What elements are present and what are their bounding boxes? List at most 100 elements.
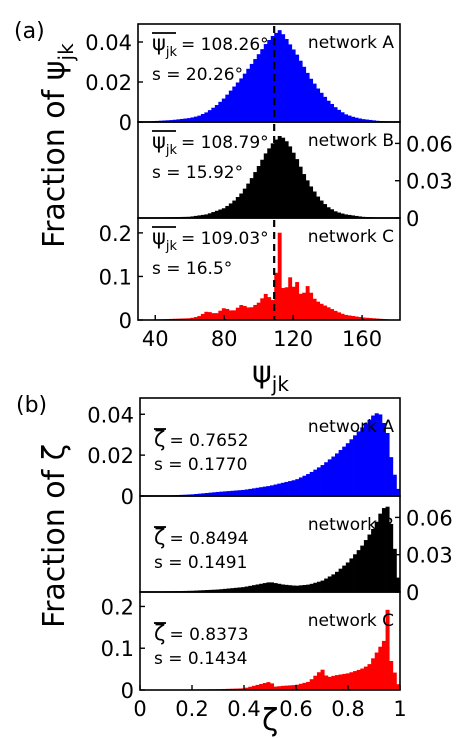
histogram-bar [324, 578, 329, 592]
histogram-bar [251, 488, 256, 496]
histogram-bar [221, 208, 226, 218]
histogram-bar [335, 571, 340, 592]
histogram-bar [345, 443, 350, 496]
histogram-bar [345, 562, 350, 592]
histogram-bar [232, 310, 237, 320]
histogram-bar [253, 59, 258, 122]
y-tick-label: 0 [121, 679, 134, 703]
histogram-bar [228, 90, 233, 122]
histogram-bar [239, 193, 244, 218]
histogram-bar [244, 586, 249, 592]
histogram-bar [241, 688, 246, 690]
histogram-bar [270, 300, 275, 320]
histogram-bar [349, 672, 354, 690]
histogram-bar [288, 585, 293, 592]
sd-stat-text: s = 15.92° [152, 163, 243, 183]
histogram-bar [204, 112, 209, 122]
histogram-bar [183, 118, 188, 122]
histogram-bar [326, 100, 331, 122]
histogram-bar [197, 316, 202, 320]
histogram-bar [246, 68, 251, 122]
histogram-bar [344, 114, 348, 122]
histogram-bar [244, 687, 249, 690]
histogram-bar [333, 107, 338, 122]
y-tick-label: 0.03 [406, 544, 453, 568]
histogram-bar [270, 485, 275, 496]
histogram-bar [389, 660, 394, 690]
histogram-bar [320, 669, 325, 690]
histogram-bar [378, 513, 383, 592]
histogram-bar [244, 489, 249, 496]
mean-symbol-sub: jk [165, 45, 178, 60]
y-tick-label: 0 [406, 581, 419, 605]
histogram-bar [242, 73, 247, 122]
histogram-bar [344, 214, 348, 218]
histogram-bar [190, 117, 195, 122]
histogram-bar [306, 584, 311, 592]
histogram-bar [215, 491, 220, 496]
histogram-bar [361, 119, 366, 122]
histogram-bar [363, 540, 368, 592]
histogram-bar [277, 583, 282, 592]
histogram-bar [256, 54, 261, 122]
y-tick-label: 0.06 [406, 132, 453, 156]
mean-symbol-sub: jk [165, 239, 178, 254]
histogram-bar [284, 584, 289, 592]
histogram-bar [356, 550, 361, 592]
histogram-bar [288, 146, 293, 218]
histogram-bar [389, 523, 394, 592]
histogram-bar [302, 66, 307, 122]
histogram-bar [327, 459, 332, 496]
mean-value: = 0.8494 [169, 529, 248, 549]
histogram-bar [342, 565, 347, 592]
histogram-bar [392, 548, 397, 592]
histogram-bar [298, 293, 303, 320]
histogram-bar [242, 188, 247, 218]
histogram-bar [284, 685, 289, 690]
histogram-bar [235, 197, 240, 218]
histogram-bar [235, 82, 240, 122]
subplot-b-3: 0 0.1 0.2 network C ζ = 0.8373 s = 0.1434 [101, 591, 401, 703]
histogram-bar [242, 306, 247, 320]
histogram-bar [218, 310, 223, 320]
histogram-bar [319, 200, 324, 218]
histogram-bar [205, 590, 210, 592]
histogram-bar [288, 685, 293, 690]
histogram-bar [260, 159, 265, 218]
histogram-bar [309, 679, 314, 690]
histogram-bar [284, 141, 289, 218]
histogram-bar [306, 681, 311, 690]
mean-symbol: ζ [154, 427, 165, 451]
network-name-label: network C [308, 227, 394, 247]
histogram-bar [186, 318, 191, 320]
histogram-bar [235, 307, 240, 320]
mean-stat-text: ψjk = 108.79° [152, 129, 269, 158]
histogram-bar [313, 675, 318, 690]
histogram-bar [353, 435, 358, 496]
mean-symbol: ζ [154, 621, 165, 645]
histogram-bar [340, 112, 345, 122]
histogram-bar [259, 487, 264, 496]
histogram-bar [165, 120, 170, 122]
histogram-bar [259, 583, 264, 592]
histogram-bar [337, 212, 342, 218]
histogram-bar [248, 686, 253, 690]
histogram-bar [309, 78, 314, 122]
histogram-bar [270, 143, 275, 218]
histogram-bar [316, 581, 321, 592]
histogram-bar [330, 103, 335, 122]
histogram-bar [204, 311, 209, 320]
histogram-bar [331, 574, 336, 592]
histogram-bar [316, 672, 321, 690]
histogram-bar [251, 685, 256, 690]
histogram-bar [197, 590, 202, 592]
histogram-bar [233, 490, 238, 496]
histogram-bar [267, 297, 272, 320]
histogram-bar [260, 298, 265, 320]
mean-stat-text: ζ = 0.8373 [154, 621, 249, 645]
histogram-bar [223, 588, 228, 592]
histogram-bar [241, 587, 246, 592]
mean-stat-text: ψjk = 109.03° [152, 225, 269, 254]
subplot-a-3: 0 0.1 0.2 network C ψjk = 109.03° s = 16.5° [99, 217, 401, 333]
histogram-bar [262, 583, 267, 592]
